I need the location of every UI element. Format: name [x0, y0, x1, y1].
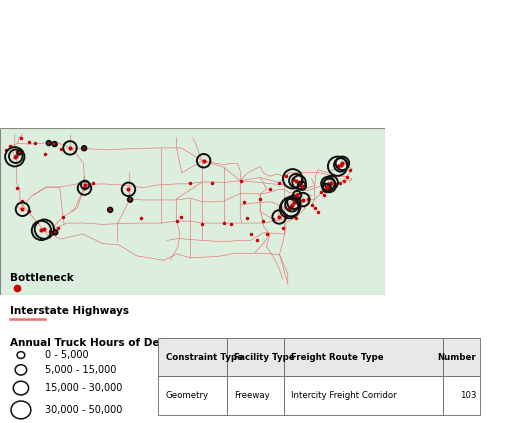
Text: Number: Number [438, 353, 476, 362]
Text: Intercity Freight Corridor: Intercity Freight Corridor [291, 391, 397, 400]
Text: Geometry: Geometry [166, 391, 209, 400]
FancyBboxPatch shape [158, 338, 227, 376]
Text: Constraint Type: Constraint Type [166, 353, 243, 362]
Text: Freeway: Freeway [234, 391, 270, 400]
Text: 103: 103 [460, 391, 476, 400]
Text: 30,000 - 50,000: 30,000 - 50,000 [45, 405, 122, 415]
FancyBboxPatch shape [158, 376, 227, 415]
FancyBboxPatch shape [227, 376, 284, 415]
Text: 15,000 - 30,000: 15,000 - 30,000 [45, 383, 122, 393]
Text: Interstate Highways: Interstate Highways [11, 305, 129, 316]
FancyBboxPatch shape [284, 338, 443, 376]
Text: Facility Type: Facility Type [234, 353, 295, 362]
FancyBboxPatch shape [443, 376, 480, 415]
Text: Annual Truck Hours of Delay: Annual Truck Hours of Delay [11, 338, 177, 348]
FancyBboxPatch shape [443, 338, 480, 376]
FancyBboxPatch shape [227, 338, 284, 376]
Text: 5,000 - 15,000: 5,000 - 15,000 [45, 365, 117, 375]
Text: 0 - 5,000: 0 - 5,000 [45, 350, 89, 360]
FancyBboxPatch shape [284, 376, 443, 415]
Text: Freight Route Type: Freight Route Type [291, 353, 384, 362]
Text: Bottleneck: Bottleneck [11, 273, 74, 283]
